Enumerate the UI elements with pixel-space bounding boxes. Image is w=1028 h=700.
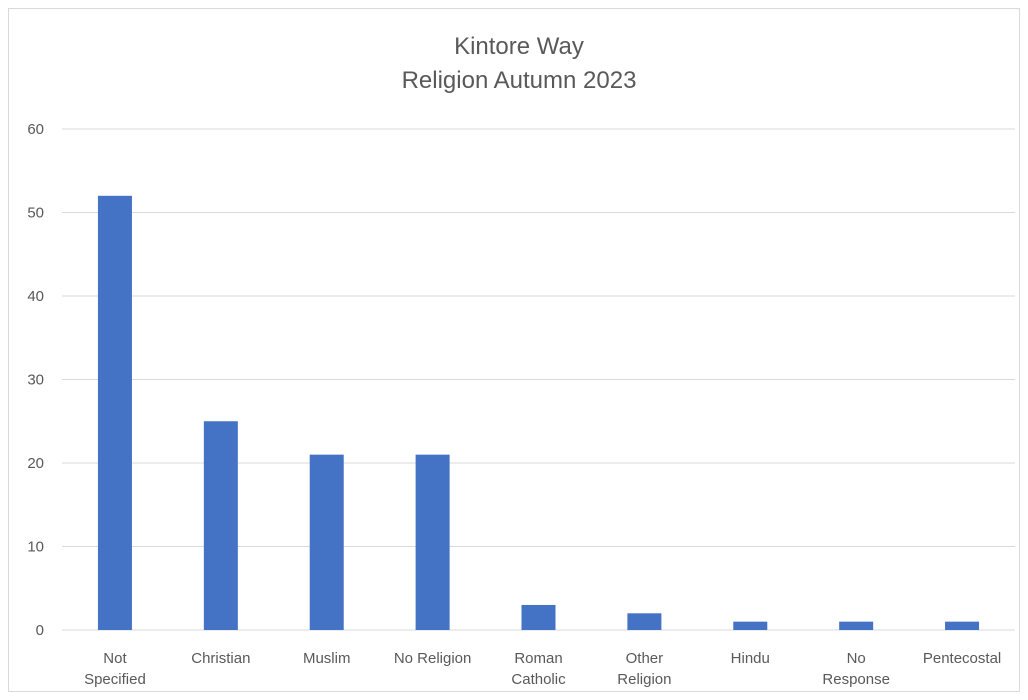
bar-6 [733, 621, 768, 630]
x-category-label-line: Christian [191, 650, 250, 667]
bar-0 [97, 195, 132, 631]
x-category-label: Muslim [303, 650, 351, 667]
bar-3 [415, 454, 450, 630]
y-tick-label: 10 [27, 539, 44, 556]
chart-title-line-1: Kintore Way [454, 33, 584, 60]
x-category-label-line: Not [103, 650, 127, 667]
x-category-label: No Response [822, 650, 890, 688]
y-tick-label: 30 [27, 372, 44, 389]
bar-2 [309, 454, 344, 630]
x-category-label-line: No Religion [394, 650, 472, 667]
x-category-label: Roman Catholic [511, 650, 566, 688]
bar-8 [945, 621, 980, 630]
x-category-label-line: Catholic [511, 671, 566, 688]
y-tick-label: 50 [27, 205, 44, 222]
bar-7 [839, 621, 874, 630]
x-category-label: Christian [191, 650, 250, 667]
x-axis-labels: Not Specified Christian Muslim No Religion Ro… [84, 650, 1001, 688]
chart-title: Kintore Way Religion Autumn 2023 [402, 33, 637, 94]
x-category-label-line: Response [822, 671, 890, 688]
bar-5 [627, 613, 662, 630]
x-category-label-line: Muslim [303, 650, 351, 667]
x-category-label-line: Pentecostal [923, 650, 1001, 667]
x-category-label-line: Roman [514, 650, 562, 667]
chart-frame [8, 8, 1020, 692]
x-category-label: Other Religion [617, 650, 671, 688]
y-axis-ticks: 0 10 20 30 40 50 60 [27, 121, 44, 639]
x-category-label-line: Religion [617, 671, 671, 688]
y-tick-label: 60 [27, 121, 44, 138]
chart-title-line-2: Religion Autumn 2023 [402, 67, 637, 94]
x-category-label: No Religion [394, 650, 472, 667]
x-category-label-line: Other [626, 650, 664, 667]
y-tick-label: 40 [27, 288, 44, 305]
bar-1 [203, 421, 238, 630]
bars [97, 195, 980, 631]
y-tick-label: 20 [27, 455, 44, 472]
x-category-label-line: No [847, 650, 866, 667]
x-category-label: Hindu [731, 650, 770, 667]
x-category-label: Not Specified [84, 650, 146, 688]
x-category-label-line: Hindu [731, 650, 770, 667]
x-category-label: Pentecostal [923, 650, 1001, 667]
y-tick-label: 0 [36, 622, 44, 639]
x-category-label-line: Specified [84, 671, 146, 688]
bar-4 [521, 604, 556, 630]
